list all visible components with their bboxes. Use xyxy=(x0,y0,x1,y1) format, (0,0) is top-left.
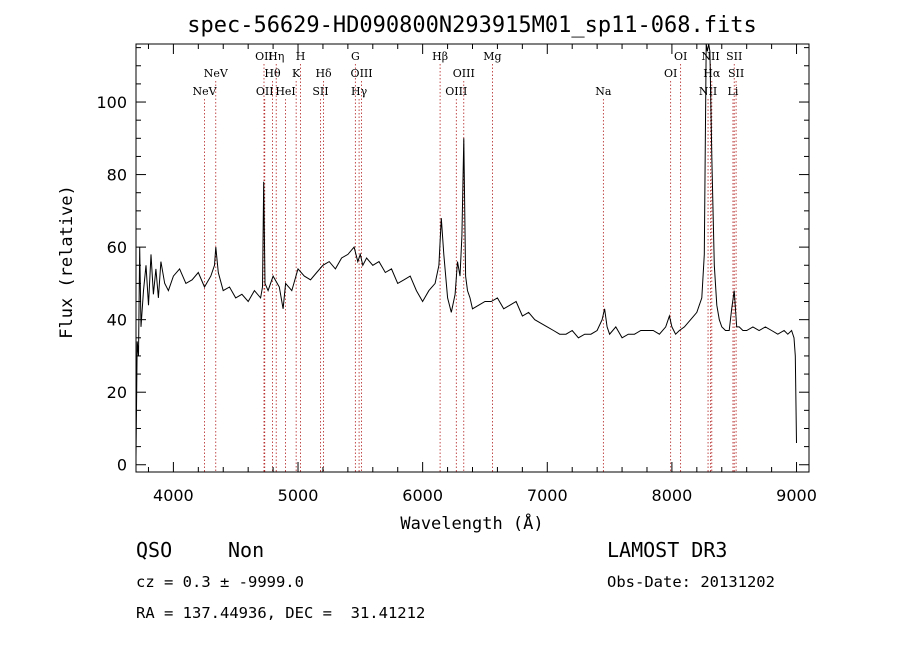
line-label-4: Hη xyxy=(268,50,284,63)
survey-name: LAMOST DR3 xyxy=(607,538,728,562)
coordinates: RA = 137.44936, DEC = 31.41212 xyxy=(136,604,426,622)
line-label-3: OII xyxy=(256,85,274,98)
y-tick-label-3: 60 xyxy=(107,238,127,257)
x-axis-label: Wavelength (Å) xyxy=(400,512,543,534)
line-label-0: NeV xyxy=(192,85,217,98)
line-label-24: SII xyxy=(726,50,742,63)
y-tick-label-1: 20 xyxy=(107,383,127,402)
axis-ticks: 4000 5000 6000 7000 8000 9000 0 20 40 60 80 100 xyxy=(96,44,817,505)
x-tick-label-4: 8000 xyxy=(652,486,693,505)
y-tick-label-5: 100 xyxy=(96,93,127,112)
x-tick-label-0: 4000 xyxy=(153,486,194,505)
line-label-14: Hβ xyxy=(432,50,448,63)
x-tick-label-3: 7000 xyxy=(527,486,568,505)
line-label-17: Mg xyxy=(483,50,501,63)
line-label-10: SII xyxy=(312,85,328,98)
line-label-7: H xyxy=(296,50,306,63)
line-label-16: OIII xyxy=(445,85,467,98)
line-label-2: OII xyxy=(255,50,273,63)
line-label-20: OI xyxy=(664,67,677,80)
object-subclass: Non xyxy=(228,538,265,562)
line-label-8: K xyxy=(292,67,301,80)
x-tick-label-1: 5000 xyxy=(278,486,319,505)
line-label-22: Hα xyxy=(703,67,721,80)
y-tick-label-0: 0 xyxy=(117,456,127,475)
y-tick-label-2: 40 xyxy=(107,311,127,330)
object-class: QSO xyxy=(136,538,173,562)
line-label-12: OIII xyxy=(351,67,373,80)
x-tick-label-5: 9000 xyxy=(776,486,817,505)
spectrum-series-line xyxy=(135,43,797,458)
observation-date: Obs-Date: 20131202 xyxy=(607,573,775,591)
line-label-15: OIII xyxy=(453,67,475,80)
line-label-18: Na xyxy=(595,85,612,98)
line-label-1: NeV xyxy=(204,67,229,80)
line-label-26: Li xyxy=(728,85,739,98)
line-label-9: Hδ xyxy=(315,67,332,80)
y-tick-label-4: 80 xyxy=(107,166,127,185)
line-label-13: Hγ xyxy=(351,85,368,98)
line-label-19: OI xyxy=(674,50,687,63)
chart-title: spec-56629-HD090800N293915M01_sp11-068.f… xyxy=(187,13,757,38)
line-label-11: G xyxy=(351,50,360,63)
redshift-cz: cz = 0.3 ± -9999.0 xyxy=(136,573,304,591)
line-label-25: SII xyxy=(728,67,744,80)
line-label-6: HeI xyxy=(275,85,295,98)
line-label-5: Hθ xyxy=(264,67,281,80)
x-tick-label-2: 6000 xyxy=(402,486,443,505)
line-label-23: NII xyxy=(699,85,717,98)
y-axis-label: Flux (relative) xyxy=(57,185,77,339)
